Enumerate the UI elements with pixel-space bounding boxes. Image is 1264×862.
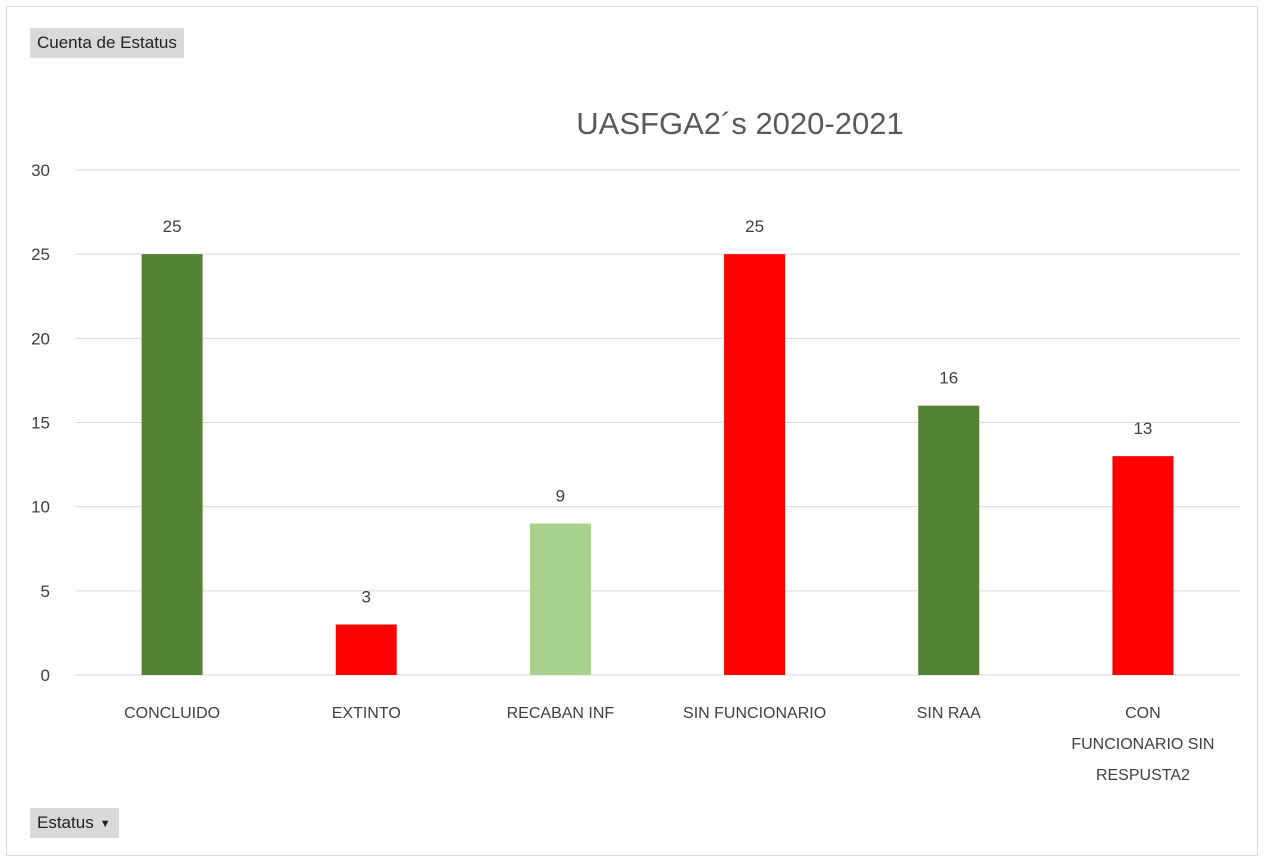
bar: [336, 625, 397, 676]
data-label: 13: [1133, 419, 1152, 438]
y-tick-label: 20: [31, 329, 50, 348]
category-label: RESPUSTA2: [1096, 767, 1190, 784]
data-label: 25: [745, 217, 764, 236]
y-tick-label: 25: [31, 245, 50, 264]
bar: [918, 406, 979, 675]
y-tick-label: 0: [41, 666, 50, 685]
y-tick-label: 10: [31, 498, 50, 517]
category-label: CONCLUIDO: [124, 705, 220, 722]
bar: [142, 254, 203, 675]
y-tick-label: 30: [31, 161, 50, 180]
category-label: EXTINTO: [332, 705, 401, 722]
y-tick-label: 15: [31, 414, 50, 433]
data-label: 3: [362, 588, 371, 607]
bar: [530, 524, 591, 676]
data-label: 25: [163, 217, 182, 236]
category-label: SIN FUNCIONARIO: [683, 705, 826, 722]
category-label: CON: [1125, 705, 1161, 722]
data-label: 16: [939, 369, 958, 388]
dropdown-arrow-icon[interactable]: ▼: [100, 809, 111, 839]
bar: [1112, 456, 1173, 675]
category-label: FUNCIONARIO SIN: [1071, 736, 1214, 753]
row-field-label: Estatus: [37, 813, 94, 832]
data-label: 9: [556, 487, 565, 506]
chart-title: UASFGA2´s 2020-2021: [576, 106, 903, 141]
y-tick-label: 5: [41, 582, 50, 601]
row-field-button[interactable]: Estatus ▼: [30, 808, 119, 838]
bar: [724, 254, 785, 675]
category-label: RECABAN INF: [507, 705, 615, 722]
category-label: SIN RAA: [917, 705, 981, 722]
